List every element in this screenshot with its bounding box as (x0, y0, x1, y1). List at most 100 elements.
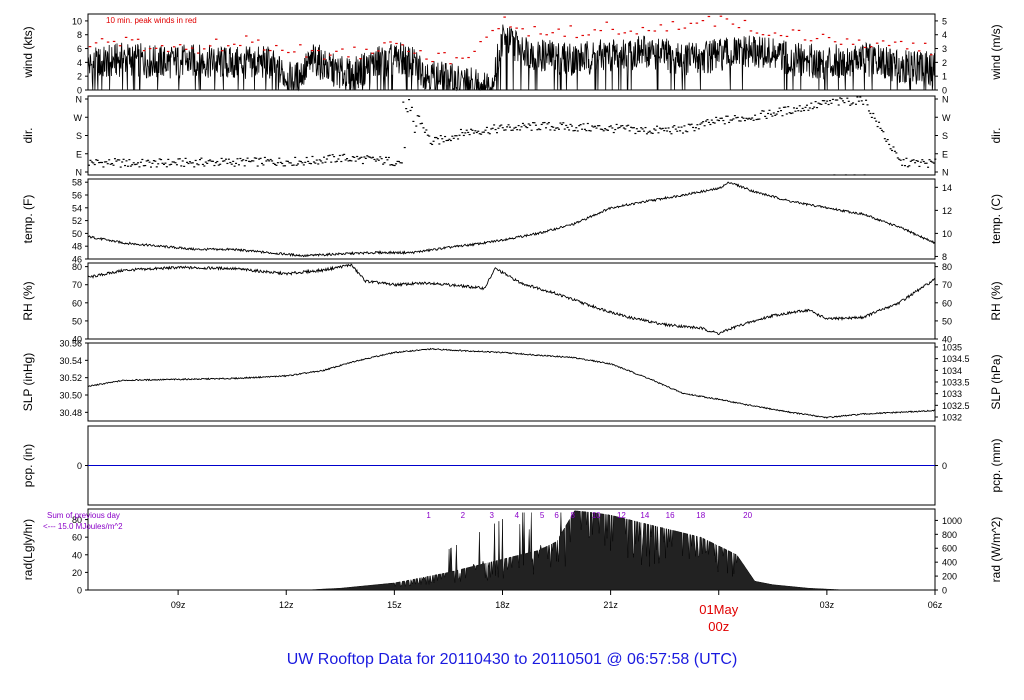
direction-point (402, 101, 405, 103)
wind-peak-point (443, 52, 446, 54)
direction-point (400, 162, 403, 164)
direction-point (462, 134, 465, 137)
direction-point (820, 103, 823, 105)
wind-peak-point (665, 30, 669, 32)
direction-point (418, 115, 421, 117)
direction-point (227, 158, 230, 160)
direction-point (873, 117, 876, 119)
direction-point (468, 133, 471, 136)
tick-label: 60 (72, 298, 82, 308)
direction-point (367, 156, 370, 158)
direction-point (271, 160, 274, 162)
tick-label: 30.56 (59, 339, 82, 349)
direction-point (601, 128, 604, 131)
wind-peak-point (377, 50, 380, 52)
direction-point (361, 162, 364, 165)
direction-point (262, 164, 265, 166)
tick-label: 46 (72, 255, 82, 265)
direction-point (338, 154, 341, 157)
direction-point (434, 136, 437, 139)
tick-label: 1032 (942, 413, 962, 423)
wind-peak-point (172, 46, 176, 48)
direction-point (759, 112, 762, 115)
direction-point (446, 139, 449, 142)
direction-point (700, 122, 703, 124)
direction-point (621, 125, 624, 127)
wind-peak-point (857, 39, 861, 41)
tick-label: 40 (942, 335, 952, 345)
direction-point (532, 122, 535, 124)
panel-dir-ylabel-left: dir. (21, 127, 35, 143)
direction-point (481, 131, 484, 133)
wind-peak-point (905, 48, 909, 50)
direction-point (131, 164, 134, 166)
direction-point (586, 122, 589, 125)
direction-point (765, 117, 768, 119)
direction-point (245, 159, 248, 162)
direction-point (412, 120, 415, 123)
rad-hour-label: 10 (592, 511, 601, 520)
direction-point (792, 107, 795, 109)
x-tick-label: 06z (928, 600, 943, 610)
direction-point (105, 161, 108, 163)
direction-point (615, 123, 618, 126)
direction-point (589, 130, 592, 132)
direction-point (392, 164, 395, 166)
direction-point (656, 125, 659, 127)
direction-point (118, 159, 121, 161)
wind-peak-point (401, 44, 404, 46)
direction-point (242, 159, 245, 161)
direction-point (552, 126, 555, 128)
direction-point (445, 139, 448, 142)
direction-point (745, 117, 748, 119)
direction-point (258, 158, 261, 160)
x-tick-label: 03z (820, 600, 835, 610)
x-tick-label: 15z (387, 600, 402, 610)
direction-point (128, 159, 131, 161)
direction-point (545, 127, 548, 129)
wind-peak-point (689, 22, 693, 24)
direction-point (449, 139, 452, 142)
direction-point (459, 128, 462, 131)
direction-point (912, 159, 915, 161)
direction-point (428, 135, 431, 137)
direction-point (304, 161, 307, 163)
direction-point (775, 113, 778, 115)
rad-hour-label: 1 (426, 511, 431, 520)
tick-label: 800 (942, 530, 957, 540)
wind-peak-point (749, 30, 753, 32)
wind-peak-point (106, 41, 110, 43)
direction-point (755, 118, 758, 121)
wind-peak-point (341, 48, 344, 50)
direction-point (464, 132, 467, 134)
direction-point (830, 102, 833, 104)
direction-point (177, 158, 180, 160)
direction-point (393, 164, 396, 167)
direction-point (684, 130, 687, 132)
wind-peak-point (893, 41, 897, 43)
direction-point (788, 112, 791, 114)
panel-rad-ylabel-right: rad (W/m^2) (989, 517, 1003, 583)
direction-point (768, 109, 771, 111)
direction-point (780, 110, 783, 112)
wind-peak-point (503, 16, 506, 18)
direction-point (771, 115, 774, 117)
direction-point (508, 126, 511, 128)
wind-peak-point (437, 52, 440, 54)
wind-peak-point (311, 49, 314, 52)
wind-peak-point (593, 29, 596, 31)
direction-point (88, 164, 90, 166)
direction-point (632, 127, 635, 129)
rad-hour-label: 3 (489, 511, 494, 520)
direction-point (311, 155, 314, 158)
direction-point (235, 162, 238, 164)
direction-point (201, 163, 204, 166)
direction-point (98, 162, 101, 164)
direction-point (728, 121, 731, 124)
tick-label: 8 (942, 252, 947, 262)
direction-point (667, 127, 670, 129)
direction-point (224, 158, 227, 160)
direction-point (854, 103, 857, 105)
direction-point (689, 124, 692, 126)
direction-point (630, 126, 633, 128)
